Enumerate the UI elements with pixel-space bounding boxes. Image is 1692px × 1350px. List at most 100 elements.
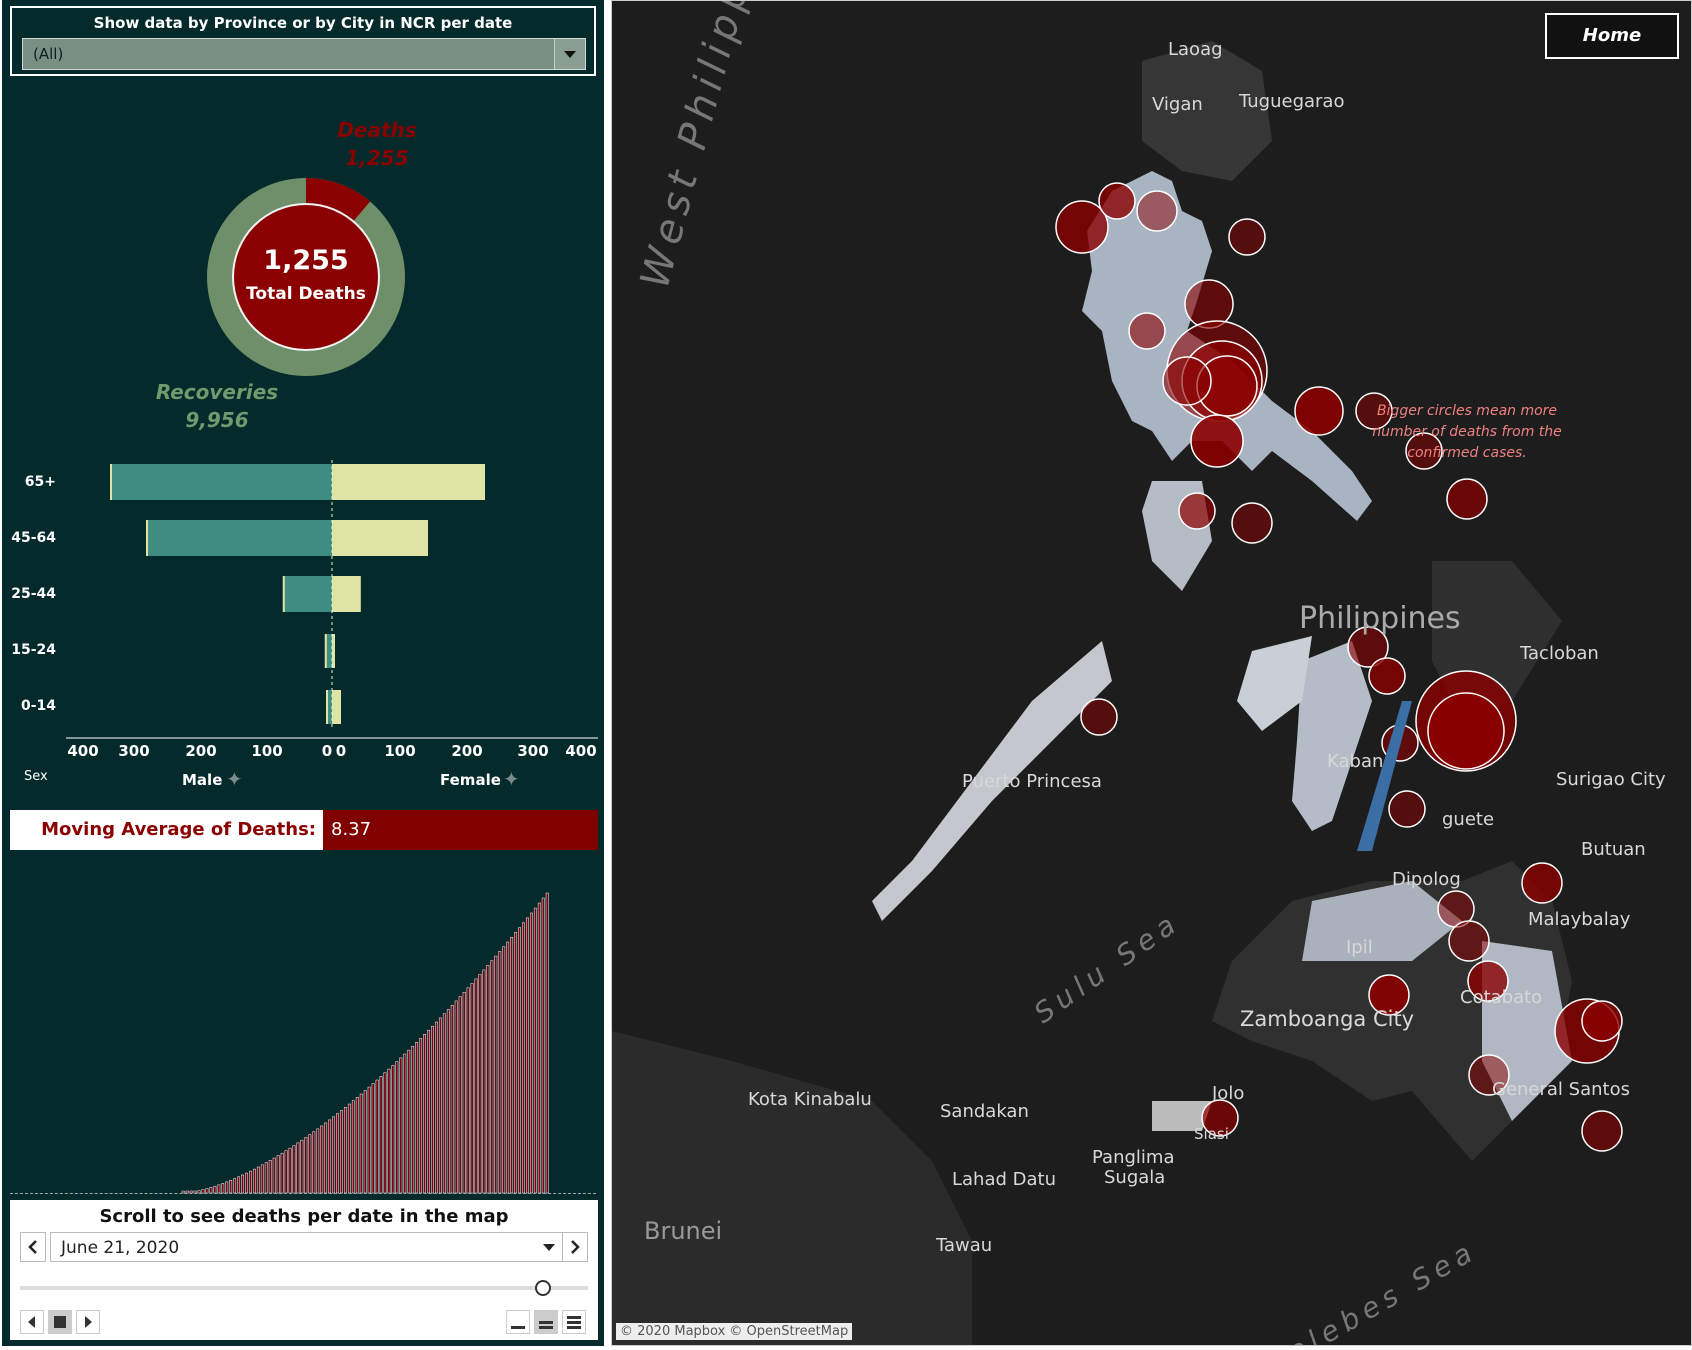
histogram-bar [320,1125,324,1194]
histogram-bar [225,1181,229,1194]
death-circle [1468,1054,1510,1096]
axis-tick: 200 [185,742,217,760]
histogram-bar [312,1131,316,1194]
pin-icon[interactable]: ✦ [226,767,243,791]
death-circle [1581,1000,1623,1042]
pyramid-bars [66,460,598,739]
histogram-bar [383,1072,387,1194]
death-circles[interactable] [1055,182,1623,1152]
stop-icon [54,1316,66,1328]
moving-average-label: Moving Average of Deaths: [41,819,316,840]
histogram-bar [458,996,462,1194]
city-label: Butuan [1581,839,1646,860]
city-label: Zamboanga City [1240,1007,1415,1031]
bohol-strait [1357,701,1412,851]
histogram-bar [403,1053,407,1194]
sulu-islands [1152,1101,1212,1131]
histogram-bar [292,1145,296,1194]
dashboard-left-panel: Show data by Province or by City in NCR … [2,0,604,1346]
histogram-bar [462,991,466,1194]
donut-center [234,205,378,349]
histogram-bar [438,1017,442,1194]
axis-tick: 0 [321,742,333,760]
histogram-bar [340,1110,343,1194]
province-filter: Show data by Province or by City in NCR … [10,6,596,76]
total-deaths-text: Total Deaths [246,284,366,304]
death-circle [1178,492,1216,530]
city-label: Cotabato [1460,987,1543,1008]
male-bar [282,576,332,612]
histogram-bar [256,1166,260,1194]
histogram-bar [332,1116,335,1194]
histogram-bar [442,1013,446,1194]
age-label: 25-44 [11,586,56,602]
histogram-bar [205,1188,209,1194]
filter-value: (All) [33,45,64,63]
moving-average-bar: Moving Average of Deaths: 8.37 [10,810,598,850]
cumulative-deaths-histogram[interactable] [2,880,604,1195]
stop-button[interactable] [48,1310,72,1334]
deaths-recoveries-donut[interactable] [197,168,415,386]
death-circle [1098,182,1136,220]
death-circle [1388,790,1426,828]
death-circle [1446,478,1488,520]
histogram-bar [526,917,529,1194]
histogram-bar [545,892,549,1194]
histogram-bar [423,1034,427,1194]
next-date-button[interactable] [562,1232,588,1262]
histogram-bar [367,1086,371,1194]
chevron-down-icon[interactable] [554,39,585,69]
histogram-bar [375,1079,379,1194]
histogram-bar [304,1137,308,1194]
death-circle [1201,1099,1239,1137]
axis-tick: 400 [67,742,99,760]
home-button[interactable]: Home [1545,13,1679,59]
histogram-bar [427,1030,430,1194]
female-bar [332,464,485,500]
city-label: Malaybalay [1528,909,1631,930]
chevron-down-icon[interactable] [543,1244,555,1251]
speed-slow-button[interactable] [506,1310,530,1334]
histogram-bar [518,927,521,1194]
province-dropdown[interactable]: (All) [22,38,586,70]
speed-normal-button[interactable] [534,1310,558,1334]
speed-slow-icon [511,1326,525,1329]
recoveries-label: Recoveries [155,380,279,404]
deaths-map[interactable]: West Philippine Sea Sulu Sea Celebes Sea… [611,0,1692,1346]
histogram-bar [446,1009,450,1194]
histogram-bar [506,941,510,1194]
date-slider-track[interactable] [20,1286,588,1290]
city-label: Kaban [1327,751,1384,772]
map-attribution[interactable]: © 2020 Mapbox © OpenStreetMap [616,1323,853,1340]
country-label: Philippines [1299,601,1461,636]
histogram-bar [522,922,525,1194]
histogram-bar [474,978,478,1194]
pin-icon[interactable]: ✦ [503,767,520,791]
death-circle [1055,200,1109,254]
death-circle [1184,279,1234,329]
step-forward-icon [85,1316,92,1328]
death-circle [1128,312,1166,350]
histogram-bar [450,1004,454,1194]
step-back-button[interactable] [20,1310,44,1334]
histogram-bar [494,955,498,1194]
histogram-bar [510,936,514,1194]
male-label: Male [182,771,223,789]
date-slider-knob[interactable] [535,1280,551,1296]
speed-fast-icon [567,1326,581,1329]
city-label: Kota Kinabalu [748,1089,872,1110]
female-bar [332,520,428,556]
death-circle [1231,502,1273,544]
death-circle [1228,218,1266,256]
histogram-bar [264,1162,268,1194]
step-forward-button[interactable] [76,1310,100,1334]
histogram-bar [276,1155,280,1194]
histogram-bar [237,1176,241,1194]
deaths-value: 1,255 [345,146,409,170]
prev-date-button[interactable] [20,1232,46,1262]
map-canvas[interactable] [612,1,1692,1346]
city-label: Vigan [1152,94,1203,115]
date-dropdown[interactable]: June 21, 2020 [50,1232,566,1262]
speed-fast-button[interactable] [562,1310,586,1334]
histogram-bar [347,1103,351,1194]
